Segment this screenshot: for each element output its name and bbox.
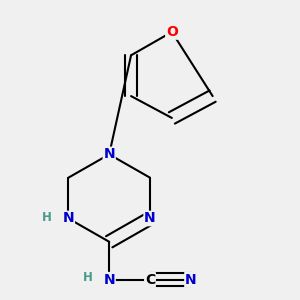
Text: C: C [145,273,155,287]
Text: N: N [103,273,115,287]
Text: H: H [42,211,52,224]
Text: N: N [144,212,156,226]
Text: N: N [185,273,196,287]
Text: H: H [82,271,92,284]
Text: O: O [166,25,178,39]
Text: N: N [103,147,115,161]
Text: N: N [63,212,74,226]
